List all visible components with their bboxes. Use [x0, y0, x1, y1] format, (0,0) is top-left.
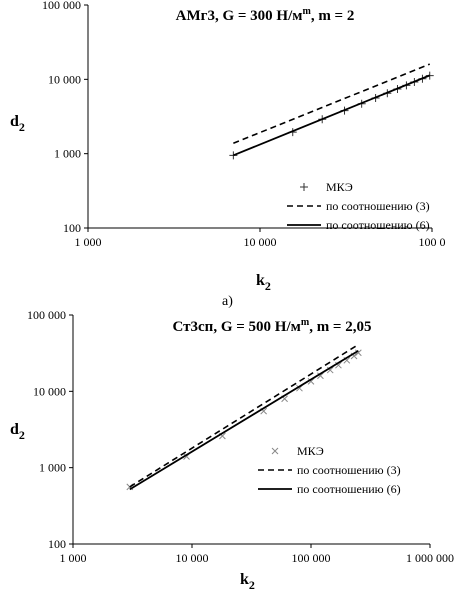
y-tick-label: 100 000 [42, 0, 81, 12]
series-line-dashed [233, 63, 431, 145]
title-superscript: m [301, 317, 310, 328]
series-line-solid [233, 74, 431, 157]
x-axis-label: k2 [256, 272, 271, 293]
legend-label: по соотношению (3) [297, 463, 401, 477]
legend-label: по соотношению (3) [326, 199, 430, 213]
chart-st3sp: Ст3сп, G = 500 Н/мm, m = 2,05 d2 k2 1001… [10, 308, 454, 592]
legend-label: по соотношению (6) [297, 482, 401, 496]
series-layer [126, 343, 362, 491]
legend: МКЭ по соотношению (3) по соотношению (6) [287, 180, 430, 232]
y-tick-label: 100 [48, 537, 66, 551]
x-tick-label: 1 000 [75, 235, 102, 249]
chart-title: Ст3сп, G = 500 Н/мm, m = 2,05 [173, 317, 372, 335]
series-layer [229, 63, 434, 160]
marker-point [307, 378, 315, 385]
x-tick-label: 1 000 000 [406, 551, 454, 565]
legend-label: МКЭ [297, 444, 324, 458]
y-tick-label: 10 000 [48, 72, 81, 86]
legend-label: МКЭ [326, 180, 353, 194]
y-tick-label: 100 [63, 221, 81, 235]
marker-point [317, 372, 324, 380]
y-tick-label: 100 000 [27, 308, 66, 322]
series-line-solid [129, 349, 359, 491]
y-tick-label: 1 000 [39, 461, 66, 475]
panel-label: а) [222, 294, 233, 309]
legend-marker [271, 447, 279, 455]
legend-label: по соотношению (6) [326, 218, 430, 232]
series-line-dashed [129, 343, 359, 488]
marker-point [355, 349, 362, 357]
title-superscript: m [302, 6, 311, 17]
y-axis-label: d2 [10, 113, 25, 134]
x-tick-label: 100 0 [419, 235, 446, 249]
x-tick-label: 100 000 [292, 551, 331, 565]
marker-point [229, 151, 238, 160]
x-tick-label: 10 000 [176, 551, 209, 565]
legend-marker [300, 183, 308, 191]
x-tick-label: 10 000 [244, 235, 277, 249]
chart-title: АМг3, G = 300 Н/мm, m = 2 [176, 6, 355, 24]
y-axis-label: d2 [10, 421, 25, 442]
x-tick-label: 1 000 [60, 551, 87, 565]
legend: МКЭ по соотношению (3) по соотношению (6) [258, 444, 401, 496]
y-tick-label: 1 000 [54, 147, 81, 161]
x-axis-label: k2 [240, 571, 255, 592]
y-tick-label: 10 000 [33, 384, 66, 398]
